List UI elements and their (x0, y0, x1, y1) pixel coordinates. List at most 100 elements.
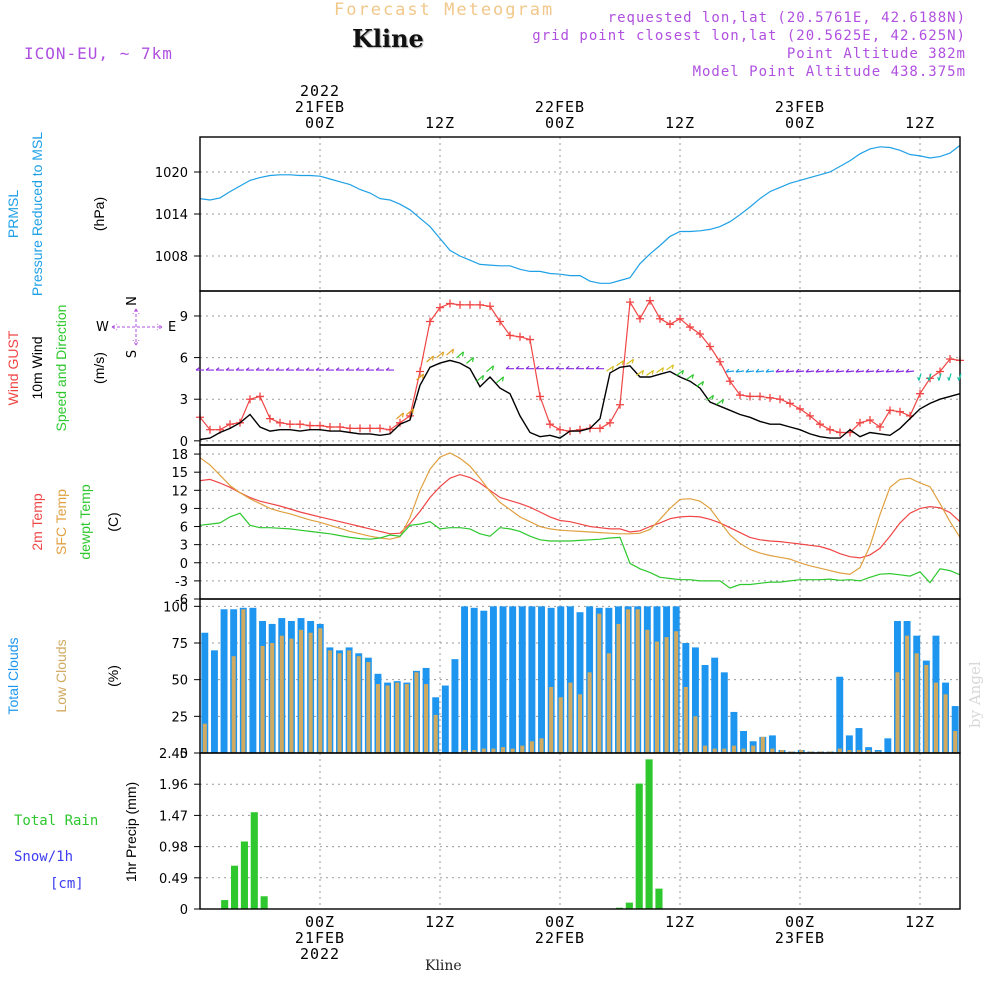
bar-precip-a (240, 841, 248, 909)
bar-clouds-b (501, 747, 506, 753)
bar-clouds-a (951, 706, 959, 753)
wind-direction-arrow (765, 368, 775, 373)
bar-precip-a (645, 759, 653, 909)
wind-direction-arrow (305, 367, 314, 371)
bar-clouds-a (538, 606, 545, 753)
wind-direction-arrow (805, 368, 815, 373)
time-label-top: 12Z (665, 114, 695, 132)
gust-marker (366, 424, 374, 433)
gust-marker (796, 404, 804, 413)
wind-direction-arrow (706, 394, 715, 401)
wind-direction-arrow (515, 365, 524, 370)
bar-clouds-b (433, 714, 438, 753)
wind-direction-arrow (255, 367, 264, 371)
wind-direction-arrow (745, 368, 755, 373)
bar-clouds-b (683, 687, 688, 753)
precip-unit: 1hr Precip (mm) (123, 782, 139, 882)
wind-direction-arrow (885, 368, 895, 373)
bar-clouds-b (414, 672, 419, 753)
wind-direction-arrow (947, 373, 952, 381)
wind-direction-arrow (436, 351, 445, 359)
wind-direction-arrow (396, 412, 405, 420)
bar-clouds-b (837, 748, 842, 753)
y-tick-label-precip: 0.98 (159, 841, 188, 856)
gust-marker (676, 314, 684, 323)
series-line-temperature-2 (199, 512, 961, 589)
wind-direction-arrow (565, 365, 574, 370)
y-tick-label-temperature: 12 (171, 484, 188, 499)
gust-marker (836, 428, 844, 437)
bar-clouds-b (751, 745, 756, 753)
bar-clouds-b (577, 694, 583, 753)
wind-direction-arrow (285, 367, 294, 371)
bar-precip-a (625, 902, 633, 909)
wind-direction-arrow (235, 367, 244, 371)
gust-marker (616, 400, 624, 409)
gust-marker (326, 422, 334, 431)
wind-direction-arrow (855, 368, 865, 373)
gust-marker (336, 422, 344, 431)
bar-precip-a (221, 900, 229, 909)
bar-clouds-a (855, 728, 863, 753)
time-label-top: 22FEB (535, 98, 585, 116)
wind-direction-arrow (725, 368, 735, 373)
model-label: ICON-EU, ~ 7km (24, 44, 173, 63)
gust-marker (456, 300, 464, 309)
wind-direction-arrow (875, 368, 885, 373)
gust-marker (686, 323, 694, 332)
y-tick-label-precip: 1.96 (159, 778, 188, 793)
gust-marker (276, 418, 284, 427)
y-tick-label-pressure: 1014 (155, 208, 188, 223)
y-tick-label-temperature: 3 (180, 539, 188, 554)
gust-marker (526, 335, 534, 344)
bar-clouds-b (856, 750, 862, 753)
bar-clouds-a (451, 659, 459, 753)
bar-clouds-a (884, 738, 892, 753)
bar-clouds-b (529, 741, 534, 753)
panel-label-wind-0: Wind GUST (5, 330, 21, 405)
panel-label-clouds-1: Low Clouds (53, 639, 69, 712)
bar-clouds-a (518, 606, 526, 753)
gust-marker (736, 391, 744, 400)
wind-direction-arrow (355, 367, 364, 371)
time-label-bottom: 12Z (665, 913, 695, 931)
wind-direction-arrow (195, 367, 204, 371)
legend-rain: Total Rain (14, 813, 98, 829)
y-tick-label-temperature: -6 (175, 593, 188, 608)
footer-location: Kline (425, 958, 462, 974)
bar-clouds-b (491, 748, 496, 753)
bar-clouds-a (489, 606, 497, 753)
gust-marker (856, 418, 864, 427)
wind-direction-arrow (785, 368, 795, 373)
legend-snow: Snow/1h (14, 849, 73, 865)
bar-clouds-a (547, 607, 555, 753)
time-label-bottom: 00Z (545, 913, 575, 931)
point-altitude: Point Altitude 382m (786, 46, 966, 62)
gust-marker (436, 303, 444, 312)
panel-label-pressure-1: Pressure Reduced to MSL (29, 132, 45, 296)
unit-label-wind: (m/s) (91, 352, 107, 384)
gust-marker (416, 367, 424, 376)
bar-clouds-b (943, 694, 948, 753)
bar-clouds-a (249, 607, 257, 753)
wind-direction-arrow (825, 368, 835, 373)
time-label-bottom: 12Z (905, 913, 935, 931)
bar-clouds-a (566, 606, 574, 753)
wind-direction-arrow (865, 368, 875, 373)
gust-marker (716, 357, 724, 366)
gust-marker (496, 317, 504, 326)
bar-clouds-b (635, 609, 640, 753)
bar-clouds-a (720, 672, 728, 753)
time-label-top: 00Z (785, 114, 815, 132)
bar-clouds-b (731, 745, 736, 753)
y-tick-label-temperature: -3 (175, 575, 188, 590)
gust-marker (296, 420, 304, 429)
gust-marker (786, 399, 794, 408)
time-label-top: 23FEB (775, 98, 825, 116)
wind-direction-arrow (545, 365, 554, 370)
wind-direction-arrow (325, 367, 334, 371)
bar-clouds-b (202, 723, 207, 753)
gust-marker (306, 421, 314, 430)
wind-direction-arrow (626, 358, 635, 365)
gust-marker (826, 425, 834, 434)
